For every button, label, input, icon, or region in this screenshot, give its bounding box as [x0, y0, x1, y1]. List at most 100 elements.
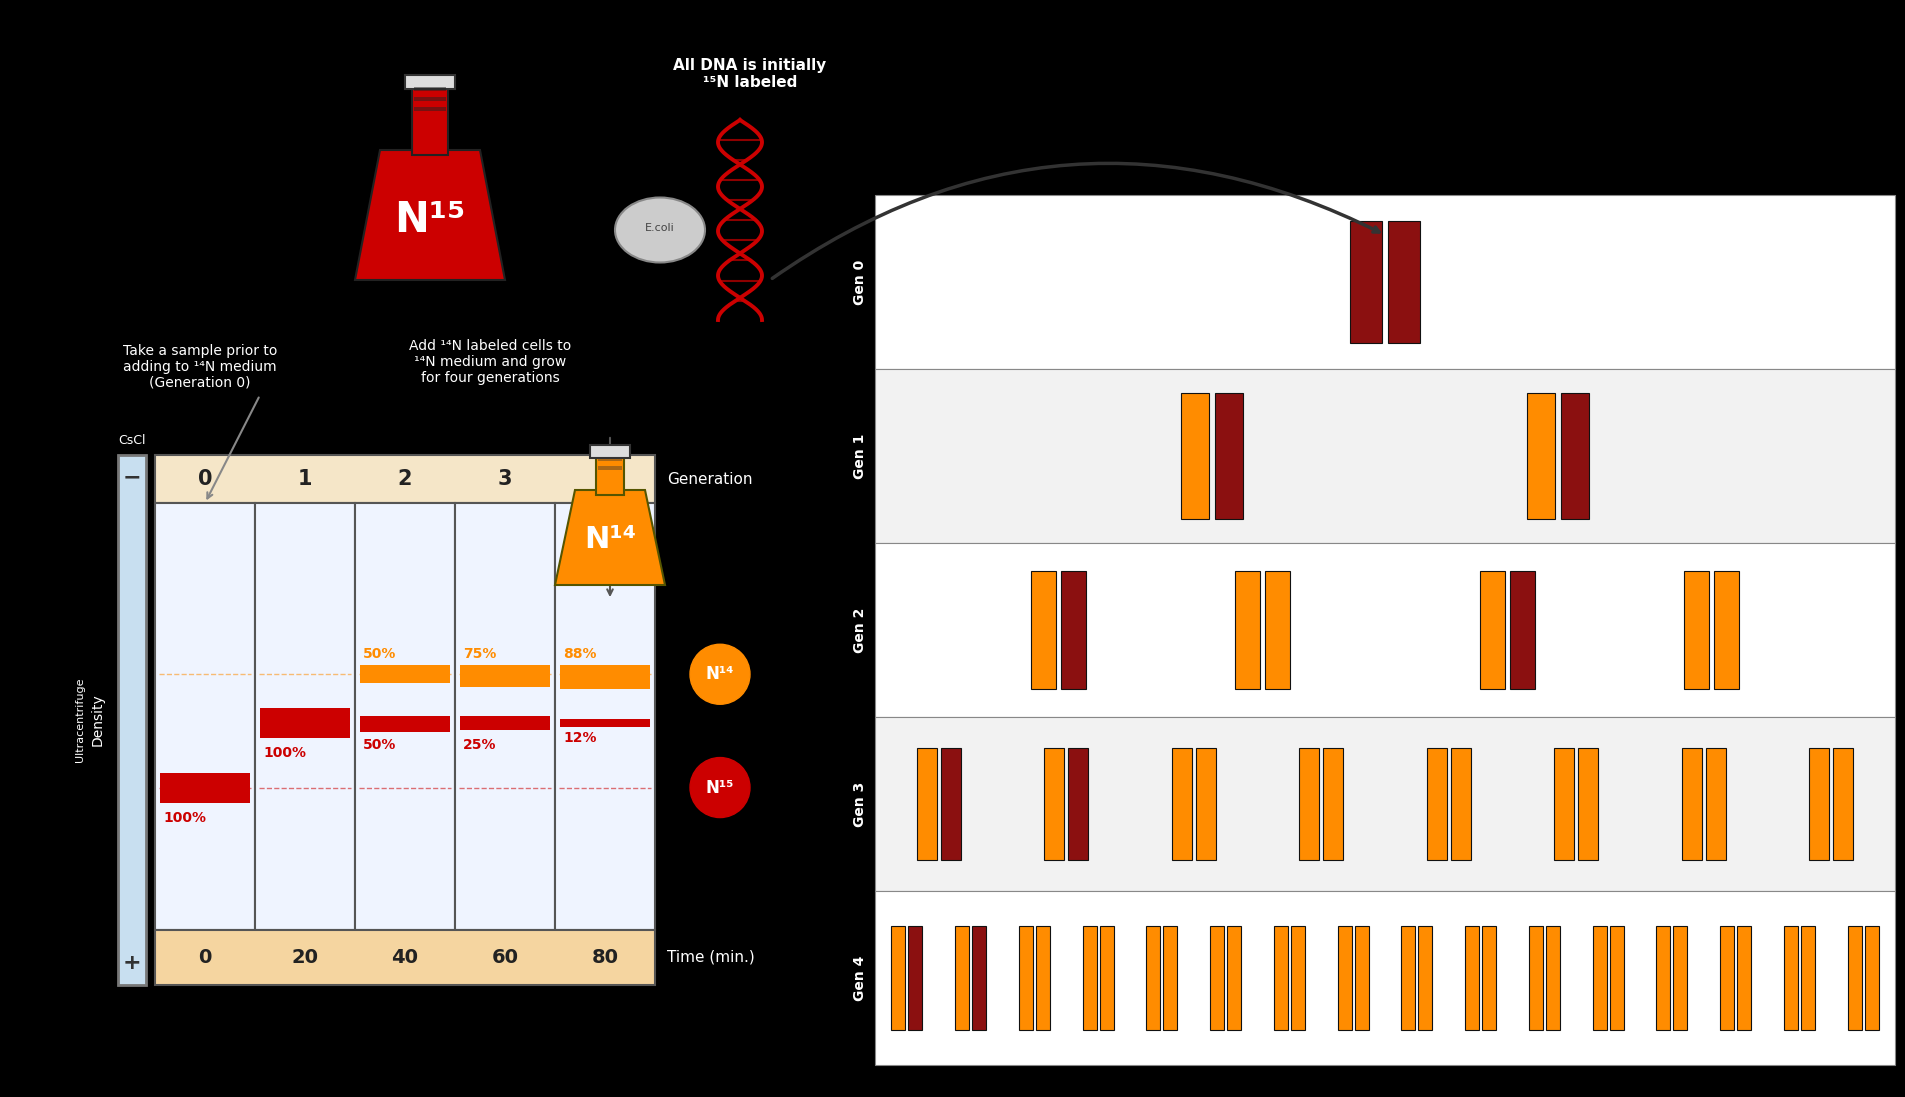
Text: 88%: 88%	[562, 647, 596, 661]
Bar	[1194, 748, 1215, 860]
Bar	[1034, 926, 1050, 1030]
Bar	[1099, 926, 1113, 1030]
Bar	[1354, 926, 1368, 1030]
Bar	[1577, 748, 1598, 860]
Text: Generation: Generation	[667, 472, 752, 486]
Bar	[874, 543, 1894, 717]
Bar	[1713, 570, 1737, 689]
Bar	[1526, 394, 1554, 519]
Bar	[255, 504, 354, 930]
Bar	[1808, 748, 1829, 860]
Bar	[1082, 926, 1095, 1030]
Bar	[160, 772, 250, 803]
Bar	[1322, 748, 1343, 860]
Bar	[1682, 570, 1709, 689]
Bar	[598, 457, 621, 461]
Text: N¹⁵: N¹⁵	[705, 779, 733, 796]
Bar	[1705, 748, 1724, 860]
Bar	[892, 926, 905, 1030]
Bar	[360, 716, 450, 732]
Bar	[1061, 570, 1086, 689]
Bar	[1213, 394, 1242, 519]
Bar	[874, 891, 1894, 1065]
Bar	[1044, 748, 1063, 860]
Bar	[154, 930, 655, 985]
Text: Gen 0: Gen 0	[853, 259, 867, 305]
Bar	[1227, 926, 1240, 1030]
Text: N¹⁴: N¹⁴	[583, 525, 636, 554]
Bar	[560, 719, 650, 727]
Text: Ultracentrifuge: Ultracentrifuge	[74, 678, 86, 762]
Bar	[1337, 926, 1351, 1030]
Text: 100%: 100%	[263, 746, 307, 760]
Bar	[1800, 926, 1814, 1030]
Text: 2: 2	[398, 470, 411, 489]
Bar	[1545, 926, 1558, 1030]
Bar	[1031, 570, 1055, 689]
Text: 1: 1	[297, 470, 312, 489]
Text: Add ¹⁴N labeled cells to
¹⁴N medium and grow
for four generations: Add ¹⁴N labeled cells to ¹⁴N medium and …	[410, 339, 572, 385]
Bar	[413, 97, 446, 101]
Text: 75%: 75%	[463, 647, 495, 661]
Bar	[1210, 926, 1223, 1030]
Bar	[1265, 570, 1290, 689]
Text: Gen 4: Gen 4	[853, 955, 867, 1000]
Bar	[459, 716, 551, 730]
Bar	[1427, 748, 1446, 860]
Bar	[413, 108, 446, 111]
Text: Density: Density	[91, 693, 105, 746]
Bar	[459, 665, 551, 687]
Text: 50%: 50%	[362, 738, 396, 751]
Polygon shape	[354, 150, 505, 280]
Bar	[1067, 748, 1088, 860]
Bar	[1349, 222, 1381, 343]
Text: 4: 4	[598, 470, 612, 489]
Bar	[1509, 570, 1534, 689]
Bar	[1299, 748, 1318, 860]
Circle shape	[690, 758, 749, 817]
Bar	[259, 708, 351, 738]
Text: 25%: 25%	[463, 738, 495, 751]
Text: Time (min.): Time (min.)	[667, 950, 754, 965]
Bar	[1400, 926, 1415, 1030]
Bar	[1718, 926, 1734, 1030]
Bar	[909, 926, 922, 1030]
Bar	[972, 926, 985, 1030]
Bar	[1833, 748, 1852, 860]
Bar	[1019, 926, 1033, 1030]
Bar	[1610, 926, 1623, 1030]
Text: 12%: 12%	[562, 731, 596, 745]
Polygon shape	[554, 490, 665, 585]
Bar	[1735, 926, 1751, 1030]
Text: 20: 20	[291, 948, 318, 966]
Text: Gen 2: Gen 2	[853, 608, 867, 653]
Bar	[413, 87, 446, 91]
Text: 50%: 50%	[362, 647, 396, 661]
Bar	[1846, 926, 1861, 1030]
Bar	[404, 75, 455, 89]
Bar	[1863, 926, 1878, 1030]
Bar	[1450, 748, 1471, 860]
Text: All DNA is initially
¹⁵N labeled: All DNA is initially ¹⁵N labeled	[672, 58, 827, 90]
Text: Take a sample prior to
adding to ¹⁴N medium
(Generation 0): Take a sample prior to adding to ¹⁴N med…	[122, 343, 276, 391]
Ellipse shape	[615, 197, 705, 262]
Bar	[354, 504, 455, 930]
Bar	[598, 466, 621, 470]
Bar	[360, 665, 450, 683]
Bar	[954, 926, 968, 1030]
Bar	[874, 717, 1894, 891]
Circle shape	[690, 644, 749, 704]
Bar	[154, 455, 655, 504]
Bar	[916, 748, 935, 860]
Bar	[596, 455, 623, 495]
Bar	[1553, 748, 1574, 860]
Bar	[1680, 748, 1701, 860]
Bar	[1145, 926, 1160, 1030]
Text: 100%: 100%	[164, 811, 206, 825]
Bar	[1478, 570, 1505, 689]
Text: 3: 3	[497, 470, 512, 489]
Bar	[554, 504, 655, 930]
Bar	[591, 445, 631, 459]
Bar	[874, 369, 1894, 543]
Bar	[1273, 926, 1288, 1030]
